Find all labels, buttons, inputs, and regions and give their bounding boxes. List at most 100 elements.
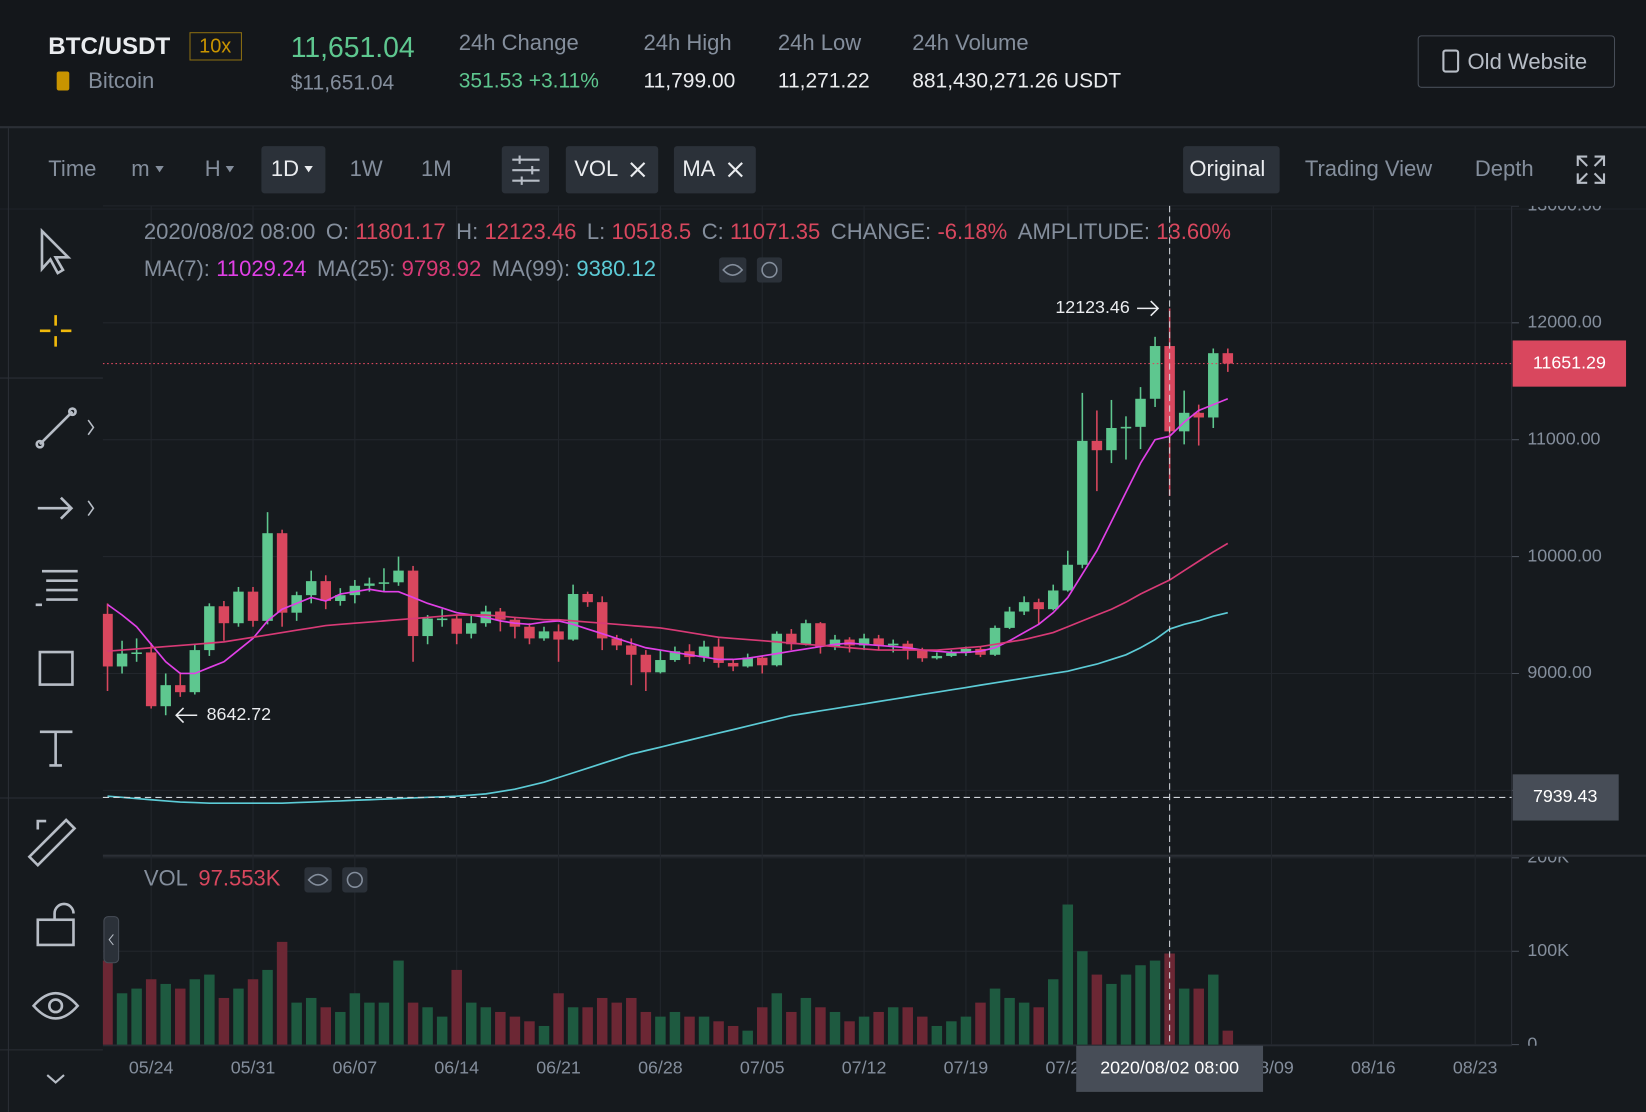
candle-body <box>160 685 171 707</box>
candle-body <box>524 626 535 639</box>
info-text: O: <box>326 219 349 244</box>
stat-value: 11,271.22 <box>778 70 870 93</box>
interval-active[interactable]: 1D <box>271 156 299 181</box>
volume-bar <box>887 1007 899 1045</box>
volume-bar <box>480 1007 492 1045</box>
volume-bar <box>1178 988 1190 1045</box>
candle-body <box>262 533 273 621</box>
fib-tool[interactable] <box>35 569 78 607</box>
indicator-chip[interactable] <box>673 146 756 194</box>
last-price-label: 11651.29 <box>1533 352 1606 372</box>
stat-value: 11,799.00 <box>643 70 735 93</box>
crosshair-price-box <box>1512 774 1619 821</box>
volume-bar <box>1222 1030 1234 1045</box>
measure-tool[interactable] <box>27 818 77 868</box>
info-text: MA(99): <box>492 256 570 281</box>
candle-body <box>640 654 652 673</box>
shape-tool[interactable] <box>38 650 74 686</box>
candle-body <box>771 633 783 666</box>
candle-body <box>451 618 462 634</box>
time-label[interactable]: Time <box>48 156 96 181</box>
settings-button[interactable] <box>756 257 783 283</box>
crosshair-tool[interactable] <box>39 315 72 347</box>
old-website-button[interactable] <box>1417 35 1616 88</box>
info-text: 9380.12 <box>576 256 656 281</box>
visibility-tool[interactable] <box>31 991 80 1020</box>
stat-value: 881,430,271.26 USDT <box>912 70 1121 93</box>
collapse-handle[interactable] <box>103 916 120 964</box>
line-tool[interactable] <box>38 410 74 446</box>
volume-bar <box>742 1030 753 1045</box>
candle-body <box>407 570 419 637</box>
text-tool[interactable] <box>39 730 73 767</box>
candle-body <box>436 618 448 621</box>
interval[interactable]: 1M <box>421 156 452 181</box>
candle-body <box>611 638 622 646</box>
candle-body <box>1062 564 1074 591</box>
volume-bar <box>567 1007 579 1045</box>
y-tick-label: 11000.00 <box>1527 428 1600 448</box>
volume-bar <box>102 960 113 1045</box>
candle-body <box>145 652 157 707</box>
volume-bar <box>684 1016 695 1045</box>
volume-bar <box>466 1002 477 1045</box>
candle-body <box>713 646 724 663</box>
volume-bar <box>218 997 230 1045</box>
volume-bar <box>116 993 128 1045</box>
volume-bar <box>771 993 783 1045</box>
fullscreen-icon[interactable] <box>1576 155 1606 184</box>
layer <box>102 308 1512 805</box>
volume-bar <box>1077 951 1088 1045</box>
settings-button[interactable] <box>342 867 368 893</box>
candle-body <box>553 631 564 640</box>
volume-bar <box>247 979 259 1045</box>
candle-body <box>320 581 332 602</box>
volume-bar <box>175 988 186 1045</box>
arrow-tool[interactable] <box>37 496 74 520</box>
volume-bar <box>1033 1007 1044 1045</box>
button-label[interactable]: Old Website <box>1468 49 1588 74</box>
interval[interactable]: m <box>131 156 149 181</box>
candle-body <box>596 602 608 639</box>
cursor-tool[interactable] <box>40 227 72 275</box>
y-tick-label: 0 <box>1527 1033 1537 1053</box>
stat-label: 24h Low <box>778 30 861 55</box>
info-text: MA(7): <box>144 256 210 281</box>
y-tick-label: 200K <box>1527 847 1569 867</box>
candle-body <box>1004 611 1015 628</box>
candle-body <box>102 613 113 667</box>
volume-bar <box>1208 974 1219 1045</box>
y-tick-label: 12000.00 <box>1527 312 1601 332</box>
close-icon[interactable] <box>727 162 743 178</box>
candle-body <box>349 585 361 596</box>
more-tools[interactable] <box>46 1074 65 1084</box>
candle-body <box>742 657 753 667</box>
y-tick-label: 10000.00 <box>1527 545 1601 565</box>
view-tab[interactable]: Depth <box>1475 156 1534 181</box>
x-tick-label: 08/23 <box>1453 1058 1498 1078</box>
candle-body <box>756 657 768 666</box>
volume-bar <box>786 1011 797 1045</box>
eye-button[interactable] <box>304 867 332 893</box>
interval[interactable]: H <box>205 156 221 181</box>
volume-bar <box>262 969 273 1045</box>
volume-bar <box>975 1002 986 1045</box>
info-text: VOL <box>144 866 188 891</box>
candle-body <box>582 593 593 603</box>
volume-bar <box>858 1016 870 1045</box>
x-tick-label: 06/21 <box>536 1058 581 1078</box>
volume-bar <box>1149 960 1161 1045</box>
volume-bar <box>727 1025 739 1045</box>
indicator-chip[interactable] <box>565 146 659 194</box>
interval[interactable]: 1W <box>350 156 383 181</box>
x-tick-label: 06/14 <box>434 1058 479 1078</box>
settings-icon <box>512 155 540 185</box>
view-tab[interactable]: Original <box>1189 156 1265 181</box>
close-icon[interactable] <box>630 162 646 178</box>
eye-button[interactable] <box>719 257 747 283</box>
x-tick-label: 08/16 <box>1351 1058 1396 1078</box>
y-tick-label: 9000.00 <box>1527 662 1592 682</box>
settings-icon <box>761 261 778 279</box>
volume-bar <box>844 1021 855 1045</box>
view-tab[interactable]: Trading View <box>1305 156 1432 181</box>
